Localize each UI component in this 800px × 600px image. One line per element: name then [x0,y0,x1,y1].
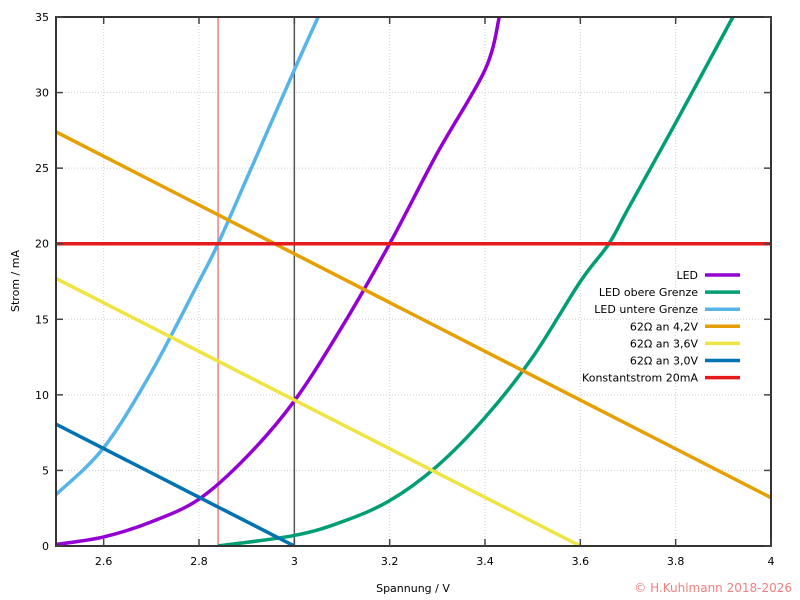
y-tick-label: 25 [35,162,49,175]
grid [56,17,771,546]
series-lines [56,17,771,546]
y-tick-label: 0 [42,540,49,553]
legend-label: 62Ω an 4,2V [630,320,699,333]
x-tick-label: 3.2 [381,555,399,568]
legend-label: LED untere Grenze [594,303,698,316]
y-tick-label: 10 [35,389,49,402]
series-line [217,17,735,546]
x-tick-label: 3.6 [572,555,590,568]
series-line [56,422,296,546]
plot-border [55,16,772,547]
legend-label: LED obere Grenze [599,286,698,299]
legend-label: LED [676,269,698,282]
x-tick-label: 2.8 [190,555,208,568]
y-tick-label: 5 [42,464,49,477]
legend-label: Konstantstrom 20mA [582,372,698,385]
y-tick-label: 30 [35,87,49,100]
y-tick-label: 15 [35,313,49,326]
x-tick-label: 3 [291,555,298,568]
x-tick-label: 3.4 [476,555,494,568]
legend: LED LED obere Grenze LED untere Grenze 62Ω … [582,269,740,385]
reference-lines [217,17,296,546]
x-tick-label: 3.8 [667,555,685,568]
y-tick-label: 35 [35,11,49,24]
y-axis-label: Strom / mA [9,250,22,312]
series-line [56,17,320,496]
series-line [56,276,582,546]
x-tick-label: 4 [768,555,775,568]
axis-ticks: 2.6 2.8 3 3.2 3.4 3.6 3.8 4 0 5 10 15 20 25 30 35 [35,11,775,568]
series-line [56,17,501,546]
y-tick-label: 20 [35,238,49,251]
legend-label: 62Ω an 3,6V [630,337,699,350]
series-line [56,130,771,500]
copyright-text: © H.Kuhlmann 2018-2026 [634,581,792,595]
x-tick-label: 2.6 [95,555,113,568]
x-axis-label: Spannung / V [376,582,450,595]
legend-label: 62Ω an 3,0V [630,355,699,368]
plot-frame [55,16,772,547]
